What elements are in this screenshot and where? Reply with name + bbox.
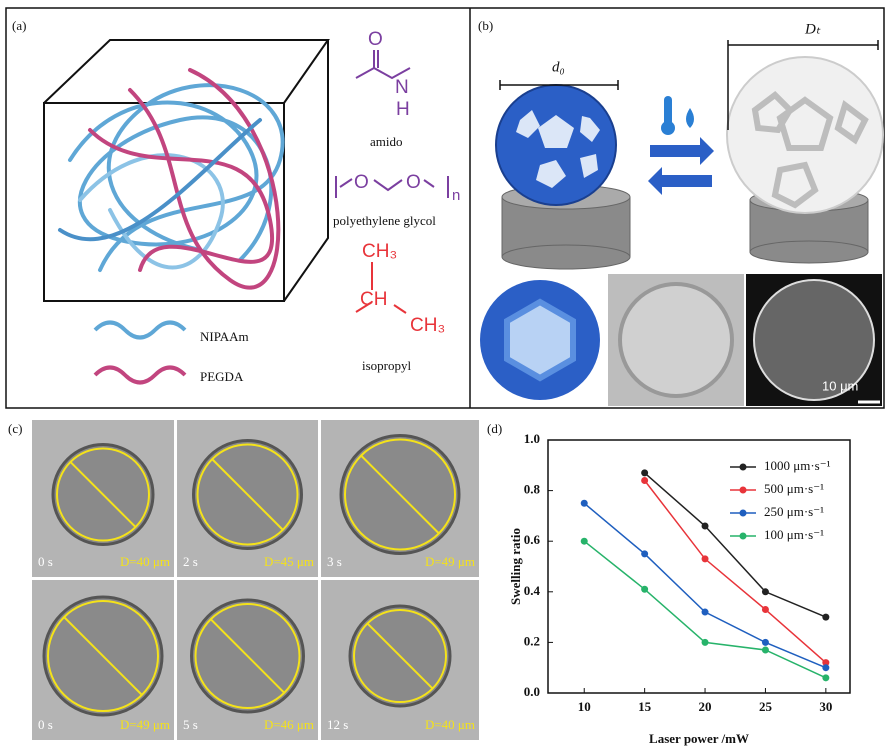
point [702, 609, 709, 616]
time-label: 0 s [38, 554, 53, 569]
x-axis-label: Laser power /mW [649, 731, 749, 746]
group: CH [360, 289, 387, 310]
time-label: 5 s [183, 717, 198, 732]
time-label: 2 s [183, 554, 198, 569]
legend-swatch [95, 368, 185, 383]
dimension-label: Dₜ [804, 21, 821, 37]
legend-label: NIPAAm [200, 329, 249, 344]
x-tick-label: 30 [819, 699, 832, 714]
atom: O [354, 172, 369, 193]
time-label: 3 s [327, 554, 342, 569]
time-label: 12 s [327, 717, 348, 732]
y-tick-label: 0.4 [524, 583, 541, 598]
point [762, 588, 769, 595]
peg-structure [336, 176, 448, 198]
dimension-label: d₀ [552, 59, 565, 75]
y-tick-label: 0.6 [524, 532, 541, 547]
legend-label: 1000 μm·s⁻¹ [764, 458, 831, 473]
legend-marker [740, 510, 747, 517]
atom: O [368, 29, 383, 50]
atom: H [396, 99, 410, 120]
diameter-label: D=49 μm [120, 717, 170, 732]
group-name: isopropyl [362, 358, 412, 373]
hexagon [507, 302, 573, 378]
point [822, 614, 829, 621]
panel-label: (c) [8, 421, 22, 436]
diameter-label: D=40 μm [120, 554, 170, 569]
legend-label: 250 μm·s⁻¹ [764, 504, 824, 519]
x-tick-label: 15 [638, 699, 652, 714]
point [641, 550, 648, 557]
x-tick-label: 20 [699, 699, 712, 714]
diameter-label: D=45 μm [264, 554, 314, 569]
diameter-label: D=46 μm [264, 717, 314, 732]
atom: O [406, 172, 421, 193]
figure: (a) NIPAAm PEGDA O N H amido O O n polye… [0, 0, 886, 747]
y-tick-label: 0.0 [524, 684, 540, 699]
diameter-label: D=49 μm [425, 554, 475, 569]
y-tick-label: 0.2 [524, 633, 540, 648]
point [581, 500, 588, 507]
optical-sphere [620, 284, 732, 396]
point [822, 664, 829, 671]
stimulus-icons [648, 96, 714, 195]
cube [44, 40, 328, 301]
plot-frame [548, 440, 850, 693]
legend-marker [740, 487, 747, 494]
y-axis-label: Swelling ratio [508, 528, 523, 605]
panel-label: (d) [487, 421, 502, 436]
legend-label: 100 μm·s⁻¹ [764, 527, 824, 542]
time-label: 0 s [38, 717, 53, 732]
scale-label: 10 μm [822, 378, 858, 393]
panel-label: (a) [12, 18, 26, 33]
x-tick-label: 25 [759, 699, 773, 714]
point [641, 469, 648, 476]
point [581, 538, 588, 545]
legend-label: PEGDA [200, 369, 244, 384]
atom: N [395, 77, 409, 98]
point [822, 674, 829, 681]
legend-marker [740, 464, 747, 471]
amido-structure [356, 50, 410, 78]
point [641, 586, 648, 593]
legend-marker [740, 533, 747, 540]
chart: 0.0 0.2 0.4 0.6 0.8 1.0 10 15 20 25 30 Laser power … [508, 431, 850, 746]
point [641, 477, 648, 484]
time-lapse: 0 s D=40 μm 2 s D=45 μm 3 s D=49 μm 0 s D=49 μm… [32, 420, 479, 740]
point [702, 555, 709, 562]
point [762, 646, 769, 653]
panel-label: (b) [478, 18, 493, 33]
atom: n [452, 187, 460, 204]
x-tick-label: 10 [578, 699, 591, 714]
group-name: amido [370, 134, 403, 149]
legend-swatch [95, 323, 185, 338]
group-name: polyethylene glycol [333, 213, 436, 228]
diameter-label: D=40 μm [425, 717, 475, 732]
legend-label: 500 μm·s⁻¹ [764, 481, 824, 496]
group: CH₃ [410, 315, 445, 336]
point [702, 523, 709, 530]
group: CH₃ [362, 241, 397, 262]
y-tick-label: 0.8 [524, 482, 541, 497]
y-tick-label: 1.0 [524, 431, 540, 446]
point [762, 606, 769, 613]
point [702, 639, 709, 646]
point [762, 639, 769, 646]
